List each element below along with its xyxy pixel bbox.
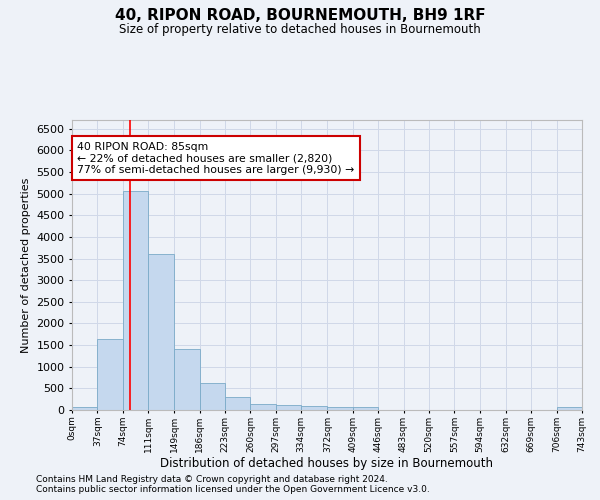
Text: Contains HM Land Registry data © Crown copyright and database right 2024.: Contains HM Land Registry data © Crown c… bbox=[36, 475, 388, 484]
Text: 40, RIPON ROAD, BOURNEMOUTH, BH9 1RF: 40, RIPON ROAD, BOURNEMOUTH, BH9 1RF bbox=[115, 8, 485, 22]
Y-axis label: Number of detached properties: Number of detached properties bbox=[20, 178, 31, 352]
Bar bbox=[301, 406, 328, 410]
Bar bbox=[353, 408, 378, 410]
Bar bbox=[250, 404, 276, 410]
Bar bbox=[97, 338, 123, 410]
Text: Contains public sector information licensed under the Open Government Licence v3: Contains public sector information licen… bbox=[36, 485, 430, 494]
Bar bbox=[276, 405, 301, 410]
Text: 40 RIPON ROAD: 85sqm
← 22% of detached houses are smaller (2,820)
77% of semi-de: 40 RIPON ROAD: 85sqm ← 22% of detached h… bbox=[77, 142, 355, 175]
Text: Size of property relative to detached houses in Bournemouth: Size of property relative to detached ho… bbox=[119, 22, 481, 36]
Bar bbox=[557, 408, 582, 410]
Bar bbox=[72, 407, 97, 410]
Bar bbox=[148, 254, 174, 410]
Bar bbox=[123, 191, 148, 410]
Text: Distribution of detached houses by size in Bournemouth: Distribution of detached houses by size … bbox=[161, 458, 493, 470]
Bar bbox=[225, 397, 250, 410]
Bar bbox=[200, 383, 225, 410]
Bar bbox=[174, 348, 200, 410]
Bar bbox=[328, 408, 353, 410]
